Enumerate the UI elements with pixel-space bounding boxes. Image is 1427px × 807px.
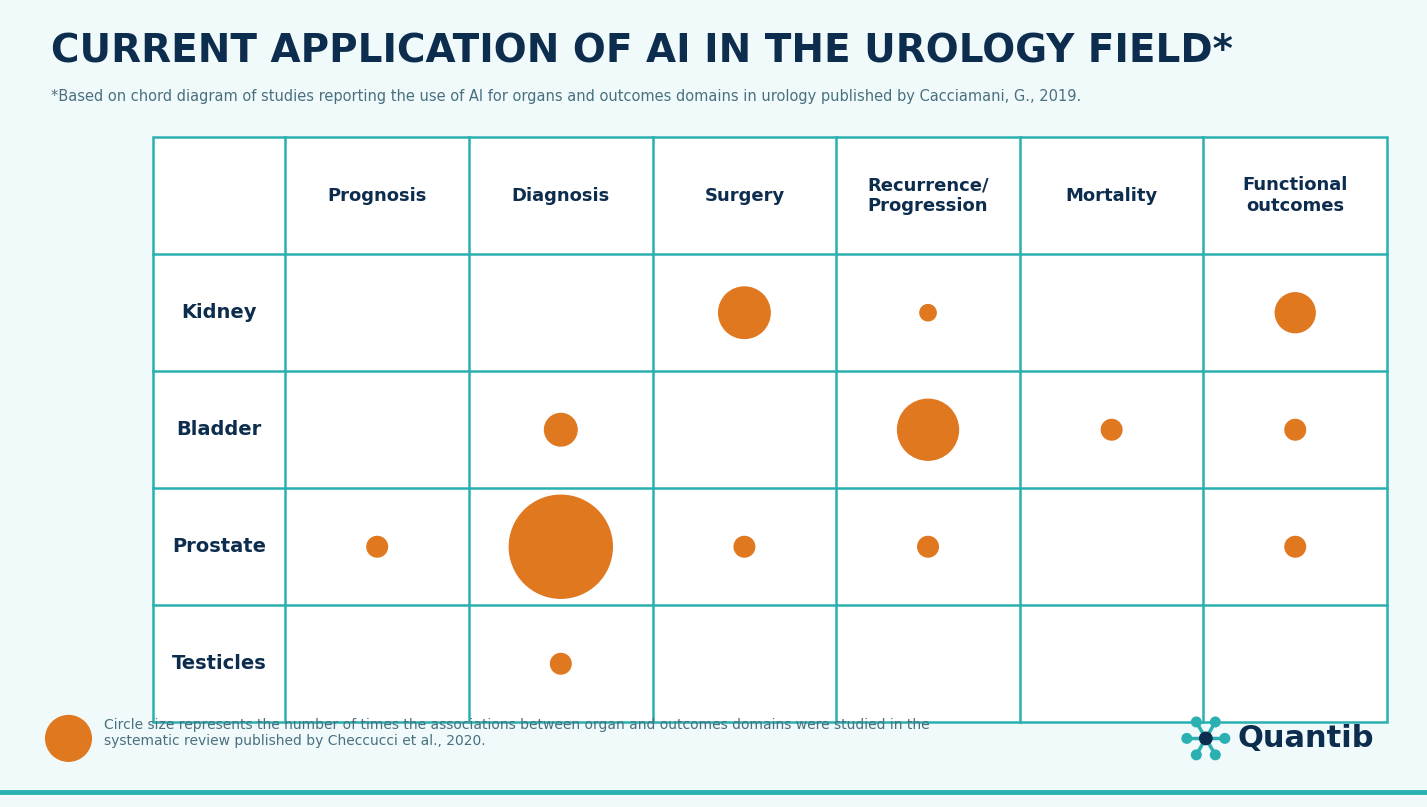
Circle shape [1192,717,1202,727]
Circle shape [898,399,959,460]
Text: Quantib: Quantib [1237,724,1374,753]
Text: Surgery: Surgery [705,186,785,205]
Circle shape [1210,717,1220,727]
Text: Diagnosis: Diagnosis [512,186,609,205]
Text: Kidney: Kidney [181,303,257,322]
Text: Bladder: Bladder [177,420,261,439]
Circle shape [1182,734,1192,743]
Text: Testicles: Testicles [171,654,267,673]
Circle shape [1200,732,1212,745]
Text: Functional
outcomes: Functional outcomes [1243,176,1349,215]
Circle shape [367,537,388,557]
Text: Prognosis: Prognosis [328,186,427,205]
Circle shape [1210,750,1220,759]
Circle shape [733,537,755,557]
Circle shape [509,495,612,598]
Text: Circle size represents the number of times the associations between organ and ou: Circle size represents the number of tim… [104,718,930,748]
Circle shape [1102,420,1122,440]
Circle shape [918,537,939,557]
Text: Prostate: Prostate [173,537,265,556]
Circle shape [1284,537,1306,557]
Text: Mortality: Mortality [1066,186,1157,205]
Text: Recurrence/
Progression: Recurrence/ Progression [868,176,989,215]
Text: CURRENT APPLICATION OF AI IN THE UROLOGY FIELD*: CURRENT APPLICATION OF AI IN THE UROLOGY… [51,32,1233,70]
Circle shape [1220,734,1230,743]
Circle shape [920,304,936,321]
Circle shape [1192,750,1202,759]
Circle shape [1276,293,1316,332]
Circle shape [545,413,577,446]
Circle shape [551,654,571,674]
Circle shape [719,287,771,338]
Text: *Based on chord diagram of studies reporting the use of AI for organs and outcom: *Based on chord diagram of studies repor… [51,89,1082,104]
Bar [153,137,1387,722]
Circle shape [1284,420,1306,440]
Circle shape [46,716,91,761]
